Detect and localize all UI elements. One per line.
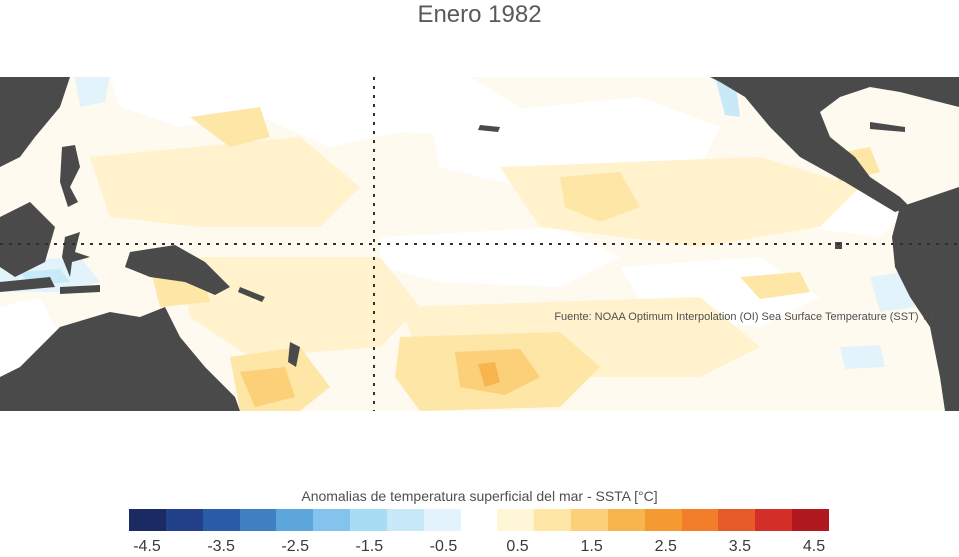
colorbar-segment [240,509,277,531]
colorbar-segment [387,509,424,531]
colorbar-segment [276,509,313,531]
colorbar-tick-label: -0.5 [430,538,458,556]
colorbar [129,509,829,531]
colorbar-segment [461,509,498,531]
colorbar-segment [792,509,829,531]
data-source-caption: Fuente: NOAA Optimum Interpolation (OI) … [554,311,935,323]
colorbar-segment [424,509,461,531]
colorbar-tick-label: 2.5 [655,538,677,556]
map-canvas [0,77,959,411]
colorbar-tick-label: -2.5 [281,538,309,556]
ssta-map [0,77,959,411]
colorbar-segment [718,509,755,531]
map-title: Enero 1982 [0,0,959,30]
colorbar-segment [497,509,534,531]
colorbar-segment [755,509,792,531]
colorbar-tick-label: 1.5 [581,538,603,556]
colorbar-segment [129,509,166,531]
colorbar-tick-label: -3.5 [207,538,235,556]
colorbar-tick-label: -1.5 [356,538,384,556]
colorbar-tick-label: 4.5 [803,538,825,556]
colorbar-tick-label: -4.5 [133,538,161,556]
colorbar-segment [350,509,387,531]
colorbar-segment [534,509,571,531]
colorbar-segment [682,509,719,531]
colorbar-tick-label: 0.5 [506,538,528,556]
colorbar-segment [608,509,645,531]
colorbar-segment [203,509,240,531]
colorbar-title: Anomalias de temperatura superficial del… [0,488,959,504]
colorbar-segment [313,509,350,531]
colorbar-segment [645,509,682,531]
colorbar-segment [166,509,203,531]
colorbar-segment [571,509,608,531]
colorbar-tick-label: 3.5 [729,538,751,556]
